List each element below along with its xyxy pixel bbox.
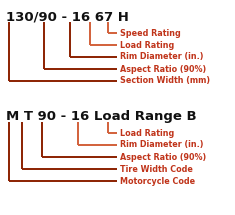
Text: Load Rating: Load Rating bbox=[120, 129, 174, 138]
Text: Aspect Ratio (90%): Aspect Ratio (90%) bbox=[120, 64, 206, 74]
Text: Motorcycle Code: Motorcycle Code bbox=[120, 177, 195, 186]
Text: Rim Diameter (in.): Rim Diameter (in.) bbox=[120, 140, 204, 149]
Text: 130/90 - 16 67 H: 130/90 - 16 67 H bbox=[6, 10, 129, 23]
Text: Section Width (mm): Section Width (mm) bbox=[120, 77, 210, 86]
Text: Load Rating: Load Rating bbox=[120, 40, 174, 49]
Text: Tire Width Code: Tire Width Code bbox=[120, 164, 193, 174]
Text: Aspect Ratio (90%): Aspect Ratio (90%) bbox=[120, 152, 206, 161]
Text: M T 90 - 16 Load Range B: M T 90 - 16 Load Range B bbox=[6, 110, 197, 123]
Text: Speed Rating: Speed Rating bbox=[120, 29, 181, 37]
Text: Rim Diameter (in.): Rim Diameter (in.) bbox=[120, 52, 204, 61]
